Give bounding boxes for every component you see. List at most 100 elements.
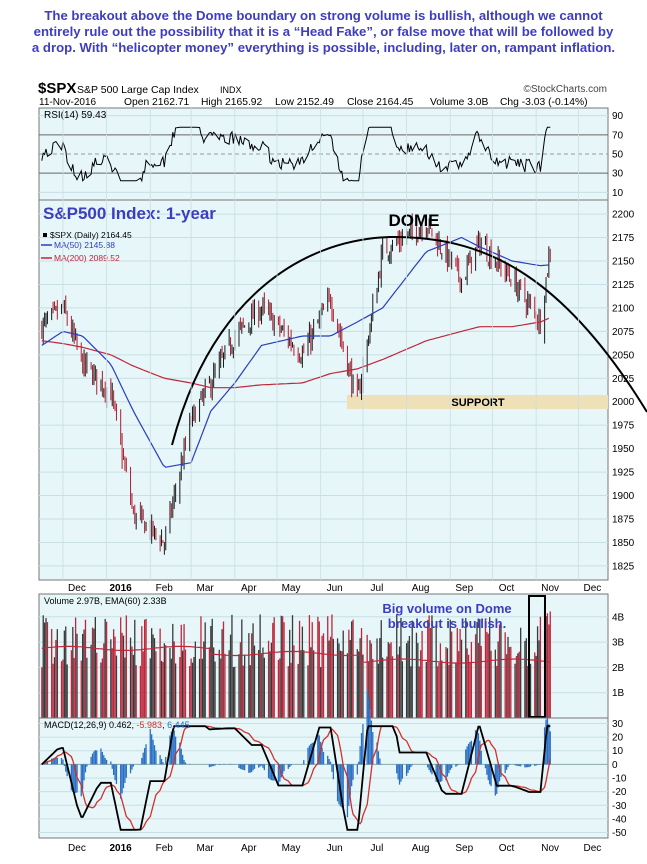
macd-tick-label: -40 (612, 814, 627, 825)
price-tick-label: 2025 (612, 374, 635, 385)
dome-label: DOME (389, 211, 440, 230)
volume-tick-label: 2B (612, 663, 625, 674)
price-tick-label: 1925 (612, 468, 635, 479)
x-tick-label: May (282, 583, 301, 594)
quote-close: Close 2164.45 (347, 97, 414, 108)
price-tick-label: 1975 (612, 421, 635, 432)
rsi-tick-label: 30 (612, 169, 624, 180)
macd-tick-label: 0 (612, 760, 618, 771)
x-tick-label: Dec (68, 583, 86, 594)
macd-tick-label: 20 (612, 733, 624, 744)
x-tick-label: Jul (371, 583, 384, 594)
macd-label: MACD(12,26,9) 0.462, -5.983, 6.445 (44, 720, 190, 730)
x-tick-label: Dec (68, 843, 86, 854)
quote-high: High 2165.92 (201, 97, 263, 108)
quote-low: Low 2152.49 (275, 97, 334, 108)
price-title: S&P500 Index: 1-year (43, 204, 216, 223)
macd-line (41, 725, 551, 831)
volume-panel: Volume 2.97B, EMA(60) 2.33B Big volume o… (38, 593, 625, 719)
volume-tick-label: 4B (612, 612, 625, 623)
rsi-line (41, 126, 551, 183)
volume-ema-line (41, 645, 551, 664)
dome-curve (171, 235, 647, 446)
volume-label: Volume 2.97B, EMA(60) 2.33B (44, 596, 167, 606)
exchange: INDX (220, 85, 242, 95)
price-tick-label: 1900 (612, 491, 635, 502)
rsi-label: RSI(14) 59.43 (44, 110, 107, 121)
macd-tick-label: 30 (612, 719, 624, 730)
volume-annotation-1: Big volume on Dome (382, 601, 511, 616)
x-tick-label: Jul (371, 843, 384, 854)
x-axis-macd: Dec 2016 Feb Mar Apr May Jun Jul Aug Sep Oct Nov Dec (68, 843, 601, 854)
price-tick-label: 2100 (612, 303, 635, 314)
quote-date: 11-Nov-2016 (39, 97, 97, 108)
x-tick-label: Sep (455, 843, 473, 854)
x-tick-label: Feb (156, 583, 174, 594)
macd-tick-label: -10 (612, 774, 627, 785)
rsi-panel: RSI(14) 59.43 90 70 50 30 10 (38, 107, 624, 201)
price-panel: SUPPORT DOME S&P500 Index: 1-year $SPX (… (38, 199, 647, 581)
x-tick-label: Sep (455, 583, 473, 594)
legend-ma200: MA(200) 2089.52 (54, 253, 120, 263)
x-tick-label: Feb (156, 843, 174, 854)
price-legend: $SPX (Daily) 2164.45 MA(50) 2145.88 MA(2… (41, 230, 132, 263)
x-tick-label: 2016 (109, 843, 132, 854)
support-band (347, 395, 608, 409)
x-tick-label: Aug (412, 843, 430, 854)
x-tick-label: Jun (327, 583, 343, 594)
macd-tick-label: 10 (612, 746, 624, 757)
x-tick-label: Apr (241, 843, 257, 854)
price-tick-label: 2200 (612, 210, 635, 221)
x-tick-label: Oct (499, 843, 515, 854)
quote-volume: Volume 3.0B (430, 97, 489, 108)
quote-change: Chg -3.03 (-0.14%) (500, 97, 588, 108)
x-tick-label: Dec (584, 843, 602, 854)
rsi-tick-label: 90 (612, 111, 624, 122)
x-tick-label: Jun (327, 843, 343, 854)
price-tick-label: 2175 (612, 233, 635, 244)
rsi-tick-label: 50 (612, 150, 624, 161)
price-tick-label: 2050 (612, 350, 635, 361)
volume-tick-label: 1B (612, 688, 625, 699)
x-tick-label: Mar (196, 583, 214, 594)
price-tick-label: 1875 (612, 515, 635, 526)
support-label: SUPPORT (451, 397, 504, 409)
legend-ma50: MA(50) 2145.88 (54, 240, 115, 250)
volume-annotation-2: breakout is bullish. (388, 616, 506, 631)
price-candles (41, 213, 551, 555)
price-tick-label: 1950 (612, 444, 635, 455)
price-tick-label: 2125 (612, 280, 635, 291)
rsi-tick-label: 70 (612, 130, 624, 141)
x-tick-label: Apr (241, 583, 257, 594)
macd-tick-label: -20 (612, 787, 627, 798)
macd-tick-label: -30 (612, 801, 627, 812)
x-tick-label: Nov (541, 843, 559, 854)
price-tick-label: 2075 (612, 327, 635, 338)
x-tick-label: Mar (196, 843, 214, 854)
x-tick-label: 2016 (109, 583, 132, 594)
x-tick-label: Dec (584, 583, 602, 594)
macd-panel: MACD(12,26,9) 0.462, -5.983, 6.445 30 20 1… (38, 690, 627, 839)
x-tick-label: May (282, 843, 301, 854)
symbol: $SPX (38, 80, 76, 97)
watermark: ©StockCharts.com (523, 84, 607, 95)
quote-open: Open 2162.71 (124, 97, 190, 108)
legend-spx: $SPX (Daily) 2164.45 (50, 230, 132, 240)
price-tick-label: 1825 (612, 561, 635, 572)
x-tick-label: Oct (499, 583, 515, 594)
x-tick-label: Nov (541, 583, 559, 594)
commentary-text: The breakout above the Dome boundary on … (31, 8, 616, 55)
ma200-line (41, 317, 550, 389)
volume-tick-label: 3B (612, 638, 625, 649)
rsi-tick-label: 10 (612, 188, 624, 199)
price-tick-label: 1850 (612, 538, 635, 549)
chart-header: $SPX S&P 500 Large Cap Index INDX ©Stock… (38, 80, 607, 108)
ma50-line (41, 236, 549, 468)
price-tick-label: 2150 (612, 256, 635, 267)
index-name: S&P 500 Large Cap Index (77, 84, 200, 96)
x-tick-label: Aug (412, 583, 430, 594)
macd-tick-label: -50 (612, 828, 627, 839)
volume-highlight-box (528, 595, 546, 718)
price-tick-label: 2000 (612, 397, 635, 408)
